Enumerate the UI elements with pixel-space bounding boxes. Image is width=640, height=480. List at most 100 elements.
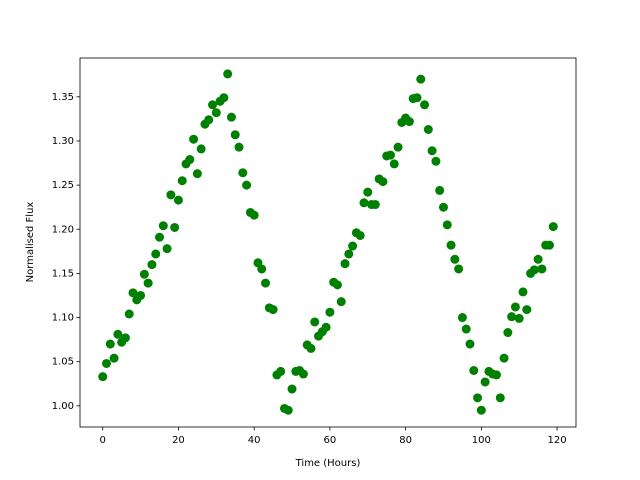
- point: [465, 339, 475, 349]
- point: [238, 168, 248, 178]
- x-tick-label: 60: [324, 435, 337, 446]
- point: [355, 230, 365, 240]
- y-tick-label: 1.25: [52, 180, 74, 191]
- point: [310, 317, 320, 327]
- point: [457, 313, 467, 323]
- point: [499, 353, 509, 363]
- point: [211, 108, 221, 118]
- point: [435, 185, 445, 195]
- point: [450, 254, 460, 264]
- point: [491, 370, 501, 380]
- point: [359, 198, 369, 208]
- point: [136, 290, 146, 300]
- point: [431, 156, 441, 166]
- point: [503, 328, 513, 338]
- point: [226, 112, 236, 122]
- point: [298, 369, 308, 379]
- point: [147, 260, 157, 270]
- x-tick-label: 0: [100, 435, 106, 446]
- point: [476, 405, 486, 415]
- point: [348, 241, 358, 251]
- point: [423, 125, 433, 135]
- point: [518, 287, 528, 297]
- point: [420, 100, 430, 110]
- point: [438, 202, 448, 212]
- x-tick-label: 80: [399, 435, 412, 446]
- point: [370, 200, 380, 210]
- point: [385, 150, 395, 160]
- axes-frame: [79, 57, 577, 428]
- point: [404, 117, 414, 127]
- x-axis-label: Time (Hours): [295, 458, 361, 469]
- point: [412, 93, 422, 103]
- point: [446, 240, 456, 250]
- point: [533, 254, 543, 264]
- point: [283, 405, 293, 415]
- point: [340, 259, 350, 269]
- y-tick-label: 1.05: [52, 357, 74, 368]
- x-tick-label: 120: [548, 435, 567, 446]
- point: [454, 264, 464, 274]
- y-axis-label: Normalised Flux: [25, 202, 36, 283]
- x-tick-label: 100: [472, 435, 491, 446]
- point: [120, 333, 130, 343]
- y-tick-label: 1.35: [52, 92, 74, 103]
- point: [336, 297, 346, 307]
- point: [469, 366, 479, 376]
- point: [105, 339, 115, 349]
- point: [544, 240, 554, 250]
- point: [143, 278, 153, 288]
- point: [287, 384, 297, 394]
- point: [109, 353, 119, 363]
- point: [242, 180, 252, 190]
- point: [185, 155, 195, 165]
- point: [495, 393, 505, 403]
- point: [363, 187, 373, 197]
- point: [393, 142, 403, 152]
- point: [219, 93, 229, 103]
- point: [529, 265, 539, 275]
- point: [514, 313, 524, 323]
- point: [548, 222, 558, 232]
- point: [151, 249, 161, 259]
- y-tick-label: 1.10: [52, 313, 74, 324]
- point: [306, 343, 316, 353]
- point: [480, 377, 490, 387]
- point: [276, 366, 286, 376]
- point: [473, 393, 483, 403]
- point: [177, 176, 187, 186]
- point: [427, 146, 437, 156]
- point: [230, 130, 240, 140]
- point: [189, 134, 199, 144]
- point: [204, 115, 214, 125]
- point: [522, 305, 532, 315]
- point: [268, 305, 278, 315]
- point: [249, 210, 259, 220]
- point: [155, 232, 165, 242]
- point: [170, 222, 180, 232]
- point: [510, 302, 520, 312]
- point: [537, 264, 547, 274]
- point: [321, 322, 331, 332]
- point: [128, 288, 138, 298]
- x-tick-label: 20: [172, 435, 185, 446]
- point: [507, 312, 517, 322]
- point: [192, 169, 202, 179]
- point: [234, 142, 244, 152]
- point: [113, 329, 123, 339]
- point: [98, 372, 108, 382]
- point: [416, 74, 426, 84]
- point: [196, 144, 206, 154]
- point: [442, 220, 452, 230]
- point: [332, 280, 342, 290]
- point: [261, 278, 271, 288]
- point: [173, 195, 183, 205]
- y-tick-label: 1.30: [52, 136, 74, 147]
- y-tick-label: 1.00: [52, 401, 74, 412]
- point: [166, 190, 176, 200]
- point: [208, 100, 218, 110]
- point: [223, 69, 233, 79]
